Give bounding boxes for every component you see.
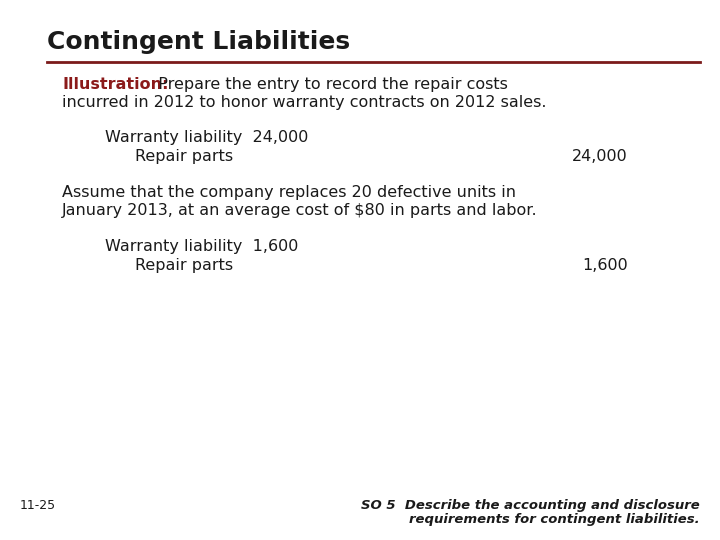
Text: Illustration:: Illustration:: [62, 77, 168, 92]
Text: Repair parts: Repair parts: [135, 258, 233, 273]
Text: requirements for contingent liabilities.: requirements for contingent liabilities.: [410, 513, 700, 526]
Text: Warranty liability  24,000: Warranty liability 24,000: [105, 130, 308, 145]
Text: Prepare the entry to record the repair costs: Prepare the entry to record the repair c…: [148, 77, 508, 92]
Text: Contingent Liabilities: Contingent Liabilities: [47, 30, 350, 54]
Text: 11-25: 11-25: [20, 499, 56, 512]
Text: SO 5  Describe the accounting and disclosure: SO 5 Describe the accounting and disclos…: [361, 499, 700, 512]
Text: 1,600: 1,600: [582, 258, 628, 273]
Text: January 2013, at an average cost of $80 in parts and labor.: January 2013, at an average cost of $80 …: [62, 203, 538, 218]
Text: incurred in 2012 to honor warranty contracts on 2012 sales.: incurred in 2012 to honor warranty contr…: [62, 95, 546, 110]
Text: Assume that the company replaces 20 defective units in: Assume that the company replaces 20 defe…: [62, 185, 516, 200]
Text: Warranty liability  1,600: Warranty liability 1,600: [105, 239, 298, 254]
Text: 24,000: 24,000: [572, 149, 628, 164]
Text: Repair parts: Repair parts: [135, 149, 233, 164]
